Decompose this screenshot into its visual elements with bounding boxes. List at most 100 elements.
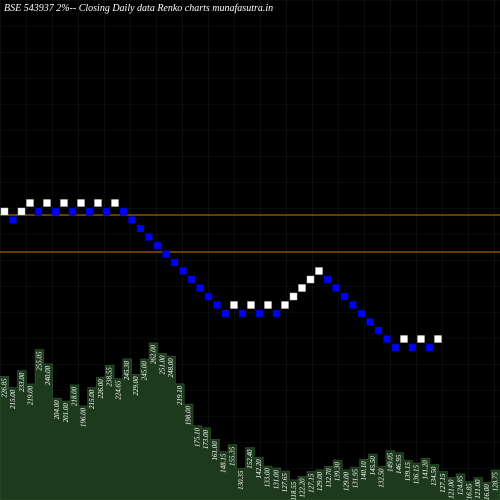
- down-brick-15: [128, 216, 136, 224]
- volume-label-22: 175.10: [193, 427, 201, 447]
- volume-label-49: 134.50: [430, 466, 438, 486]
- volume-label-24: 161.00: [211, 441, 219, 461]
- volume-label-5: 240.00: [44, 365, 52, 385]
- up-brick-11: [94, 199, 102, 207]
- volume-label-54: 121.00: [474, 479, 482, 499]
- up-brick-2: [17, 207, 26, 216]
- down-brick-16: [136, 224, 145, 233]
- volume-label-16: 245.00: [141, 361, 149, 381]
- volume-label-35: 127.15: [307, 473, 315, 493]
- up-brick-27: [230, 301, 238, 309]
- volume-label-48: 141.20: [421, 460, 429, 480]
- volume-label-0: 226.85: [0, 378, 8, 398]
- volume-label-36: 129.00: [316, 471, 324, 491]
- down-brick-44: [374, 326, 383, 335]
- volume-label-32: 127.65: [281, 473, 289, 493]
- up-brick-7: [60, 199, 68, 207]
- down-brick-18: [153, 241, 162, 250]
- up-brick-47: [400, 335, 408, 343]
- down-brick-17: [145, 233, 153, 241]
- up-brick-49: [417, 335, 425, 343]
- volume-label-50: 127.15: [439, 473, 447, 493]
- volume-label-39: 129.00: [342, 471, 350, 491]
- volume-bars: [0, 342, 500, 500]
- volume-label-10: 215.00: [88, 389, 96, 409]
- volume-label-3: 219.00: [27, 385, 35, 405]
- down-brick-6: [51, 207, 60, 216]
- volume-labels: 226.85215.00233.00219.00255.05240.00204.…: [0, 344, 499, 500]
- down-brick-50: [425, 343, 434, 352]
- down-brick-20: [170, 258, 179, 267]
- up-brick-3: [26, 199, 34, 207]
- up-brick-33: [281, 301, 289, 309]
- down-brick-14: [119, 207, 128, 216]
- down-brick-21: [179, 267, 187, 275]
- down-brick-23: [196, 284, 204, 292]
- volume-label-25: 148.15: [220, 453, 228, 473]
- volume-label-1: 215.00: [9, 389, 17, 409]
- volume-label-40: 131.95: [351, 469, 359, 489]
- up-brick-37: [315, 267, 323, 275]
- volume-label-52: 124.85: [457, 475, 465, 495]
- volume-label-14: 245.30: [123, 360, 131, 380]
- volume-label-28: 152.40: [246, 449, 254, 469]
- up-brick-9: [77, 199, 85, 207]
- up-brick-31: [264, 301, 272, 309]
- down-brick-19: [162, 250, 170, 258]
- volume-label-19: 248.00: [167, 358, 175, 378]
- down-brick-22: [187, 275, 196, 284]
- renko-bricks: [0, 199, 442, 352]
- up-brick-36: [306, 275, 315, 284]
- volume-label-31: 131.00: [272, 469, 280, 489]
- volume-label-6: 204.00: [53, 400, 61, 420]
- volume-label-21: 198.00: [185, 405, 193, 425]
- down-brick-38: [323, 275, 332, 284]
- chart-title: BSE 543937 2%-- Closing Daily data Renko…: [4, 3, 273, 14]
- down-brick-25: [213, 301, 221, 309]
- volume-label-37: 132.70: [325, 468, 333, 488]
- volume-label-18: 251.00: [158, 355, 166, 375]
- up-brick-34: [289, 292, 298, 301]
- up-brick-35: [298, 284, 306, 292]
- up-brick-51: [434, 335, 442, 343]
- volume-label-53: 116.85: [465, 483, 473, 500]
- down-brick-43: [366, 318, 374, 326]
- down-brick-42: [357, 309, 366, 318]
- down-brick-40: [340, 292, 349, 301]
- volume-label-44: 149.05: [386, 452, 394, 472]
- volume-label-30: 133.00: [264, 468, 272, 488]
- volume-label-56: 128.75: [492, 472, 500, 492]
- volume-label-20: 219.10: [176, 385, 184, 405]
- volume-label-17: 262.00: [150, 344, 158, 364]
- volume-label-23: 173.00: [202, 429, 210, 449]
- volume-label-15: 229.00: [132, 376, 140, 396]
- volume-label-38: 139.30: [334, 462, 342, 482]
- down-brick-45: [383, 335, 391, 343]
- down-brick-12: [102, 207, 111, 216]
- down-brick-24: [204, 292, 213, 301]
- volume-label-4: 255.05: [35, 351, 43, 371]
- volume-label-11: 226.00: [97, 379, 105, 399]
- volume-label-55: 116.00: [483, 484, 491, 500]
- volume-area: [0, 342, 500, 500]
- volume-label-12: 238.55: [106, 367, 114, 387]
- down-brick-10: [85, 207, 94, 216]
- volume-label-26: 155.35: [228, 446, 236, 466]
- up-brick-0: [0, 207, 9, 216]
- up-brick-13: [111, 199, 119, 207]
- down-brick-8: [68, 207, 77, 216]
- down-brick-30: [255, 309, 264, 318]
- volume-label-9: 196.00: [79, 407, 87, 427]
- volume-label-34: 122.20: [299, 478, 307, 498]
- volume-label-47: 136.15: [413, 465, 421, 485]
- volume-label-33: 118.55: [290, 481, 298, 500]
- volume-label-27: 130.35: [237, 470, 245, 490]
- volume-label-51: 121.00: [448, 479, 456, 499]
- up-brick-29: [247, 301, 255, 309]
- down-brick-41: [349, 301, 357, 309]
- down-brick-32: [272, 309, 281, 318]
- up-brick-5: [43, 199, 51, 207]
- down-brick-39: [332, 284, 340, 292]
